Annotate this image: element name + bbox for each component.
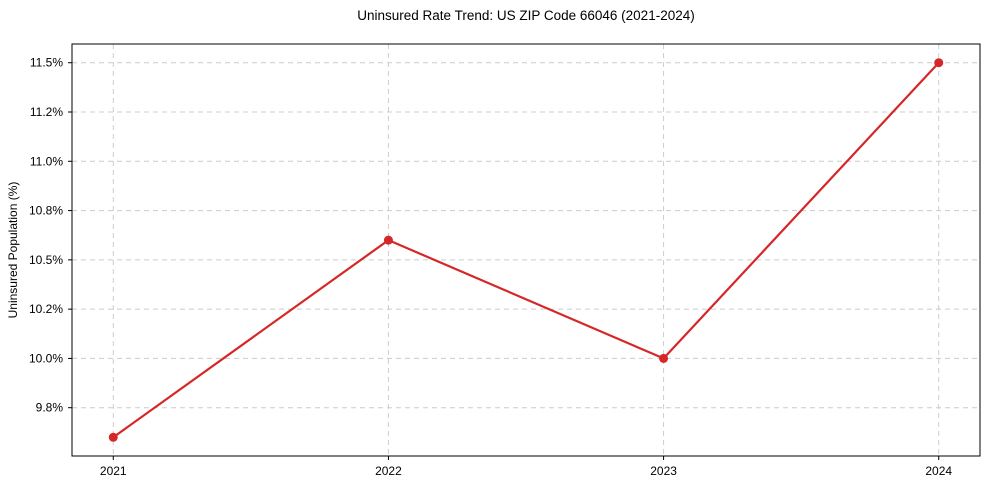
y-tick-label: 10.0% <box>29 351 63 365</box>
y-tick-label: 11.0% <box>30 154 63 168</box>
tick-layer: 9.8% 10.0% 10.2% 10.5% 10.8% 11.0% 11.2% 11.5% 2… <box>29 56 952 478</box>
x-tick-label: 2021 <box>100 464 127 478</box>
grid-layer <box>72 44 980 456</box>
plot-border <box>71 43 981 457</box>
data-point <box>383 235 393 245</box>
y-tick-label: 9.8% <box>36 401 64 415</box>
data-point <box>108 432 118 442</box>
data-point <box>659 353 669 363</box>
y-tick-label: 10.8% <box>29 204 63 218</box>
chart-title: Uninsured Rate Trend: US ZIP Code 66046 … <box>357 8 694 23</box>
series-layer <box>108 58 944 442</box>
y-tick-label: 11.2% <box>30 105 63 119</box>
trend-line <box>112 61 940 439</box>
x-tick-label: 2023 <box>650 464 677 478</box>
y-tick-label: 11.5% <box>30 56 63 70</box>
x-tick-label: 2022 <box>375 464 402 478</box>
data-point <box>934 58 944 68</box>
x-tick-label: 2024 <box>925 464 952 478</box>
y-tick-label: 10.5% <box>29 253 63 267</box>
y-tick-label: 10.2% <box>29 302 63 316</box>
y-axis-label: Uninsured Population (%) <box>6 182 20 319</box>
